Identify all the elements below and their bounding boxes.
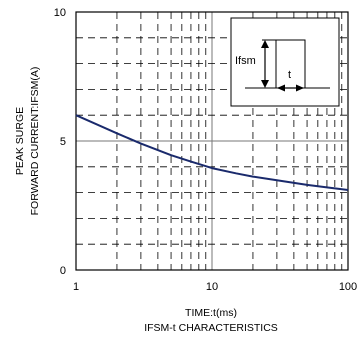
y-axis-label-line-1: PEAK SURGE <box>14 107 26 175</box>
series-layer <box>75 114 349 191</box>
waveform-inset: Ifsm t <box>230 17 340 107</box>
inset-ifsm-label: Ifsm <box>235 55 256 67</box>
chart-title: IFSM-t CHARACTERISTICS <box>144 322 278 334</box>
tick-label-layer: 1 10 100 0 5 10 <box>54 7 357 293</box>
inset-pulse <box>275 39 306 88</box>
x-tick-label: 10 <box>206 281 218 293</box>
y-tick-label: 5 <box>60 136 66 148</box>
plot-frame <box>75 11 349 271</box>
y-tick-label: 10 <box>54 7 66 19</box>
x-tick-label: 1 <box>73 281 79 293</box>
inset-arrow-down-icon <box>261 80 269 88</box>
inset-t-label: t <box>288 69 291 81</box>
ifsm-curve <box>75 114 349 191</box>
inset-arrow-right-icon <box>296 84 304 92</box>
y-tick-label: 0 <box>60 265 66 277</box>
x-tick-label: 100 <box>339 281 357 293</box>
inset-arrow-up-icon <box>261 40 269 48</box>
y-axis-label-line-2: FORWARD CURRENT:IFSM(A) <box>29 67 41 216</box>
inset-arrow-left-icon <box>277 84 285 92</box>
x-axis-label: TIME:t(ms) <box>185 307 237 319</box>
